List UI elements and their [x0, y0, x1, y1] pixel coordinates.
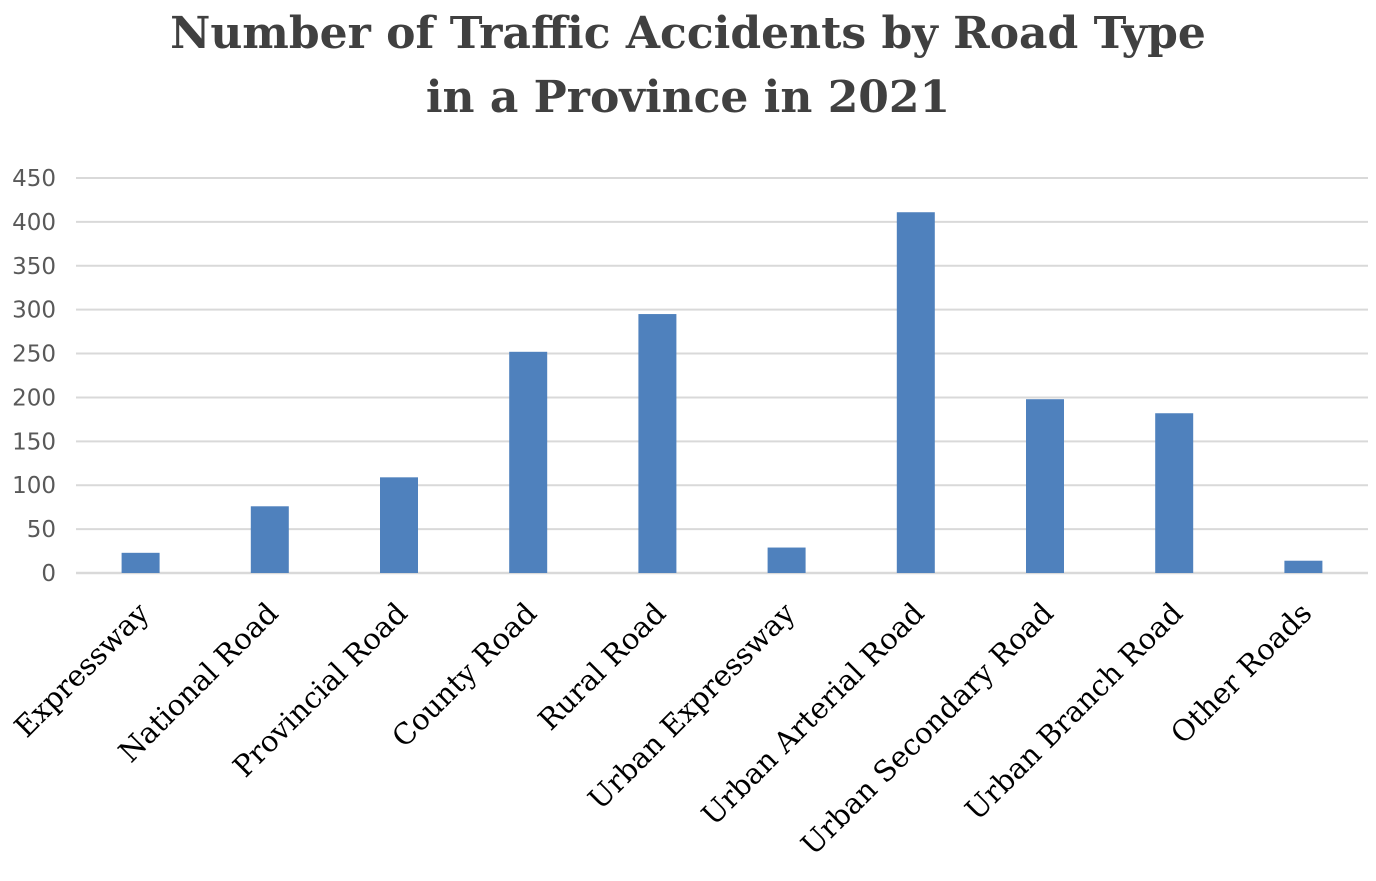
y-tick-label: 400 — [12, 210, 56, 236]
y-tick-label: 0 — [41, 561, 56, 587]
chart-title-line-1: Number of Traffic Accidents by Road Type — [170, 8, 1206, 59]
bar — [509, 351, 548, 573]
gridlines — [76, 177, 1368, 575]
y-tick-label: 50 — [27, 517, 56, 543]
y-tick-label: 200 — [12, 385, 56, 411]
bar — [767, 547, 806, 573]
chart-title-line-2: in a Province in 2021 — [425, 72, 951, 123]
bar — [1155, 413, 1194, 573]
x-tick-label: Urban Arterial Road — [695, 596, 931, 832]
x-tick-label: Urban Branch Road — [958, 596, 1189, 827]
bar — [380, 477, 418, 573]
bars — [121, 212, 1323, 573]
x-tick-label: Rural Road — [531, 596, 672, 737]
y-tick-label: 300 — [12, 298, 56, 324]
bar — [1026, 399, 1064, 573]
bar — [121, 552, 160, 573]
bar — [896, 212, 935, 573]
y-axis-ticks: 0 50 100 150 200 250 300 350 400 450 — [12, 166, 56, 587]
chart-title: Number of Traffic Accidents by Road Type… — [0, 2, 1376, 130]
bar — [250, 506, 289, 573]
y-tick-label: 450 — [12, 166, 56, 192]
y-tick-label: 150 — [12, 429, 56, 455]
x-tick-label: Urban Secondary Road — [794, 596, 1060, 862]
bar — [638, 314, 677, 573]
y-tick-label: 100 — [12, 473, 56, 499]
y-tick-label: 350 — [12, 254, 56, 280]
bar — [1284, 560, 1323, 573]
y-tick-label: 250 — [12, 342, 56, 368]
